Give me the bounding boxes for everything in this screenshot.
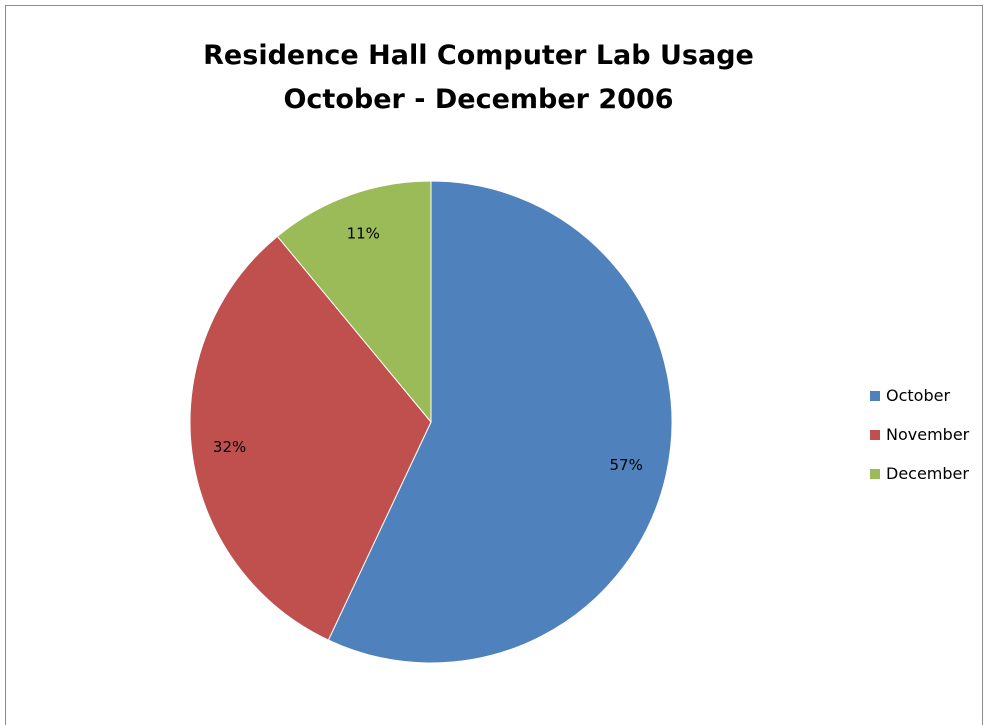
legend-item-november: November <box>870 415 969 454</box>
legend-swatch-december <box>870 468 880 479</box>
data-label-october: 57% <box>610 456 643 474</box>
legend-swatch-october <box>870 390 880 401</box>
legend-label-november: November <box>886 425 970 444</box>
legend-label-december: December <box>886 464 969 483</box>
pie-slice-december <box>276 180 432 424</box>
legend: October November December <box>870 376 969 493</box>
legend-label-october: October <box>886 386 951 405</box>
pie-chart: 57% 32% 11% <box>189 180 673 664</box>
pie-slice-november <box>189 235 432 641</box>
legend-item-december: December <box>870 454 969 493</box>
data-label-december: 11% <box>347 224 380 242</box>
data-label-november: 32% <box>213 438 246 456</box>
chart-title-line-2: October - December 2006 <box>283 84 674 115</box>
chart-title-line-1: Residence Hall Computer Lab Usage <box>203 40 754 71</box>
chart-area: Residence Hall Computer Lab Usage Octobe… <box>5 5 983 725</box>
chart-title: Residence Hall Computer Lab Usage Octobe… <box>6 34 951 122</box>
pie-slice-october <box>327 180 673 664</box>
legend-item-october: October <box>870 376 969 415</box>
legend-swatch-november <box>870 429 880 440</box>
